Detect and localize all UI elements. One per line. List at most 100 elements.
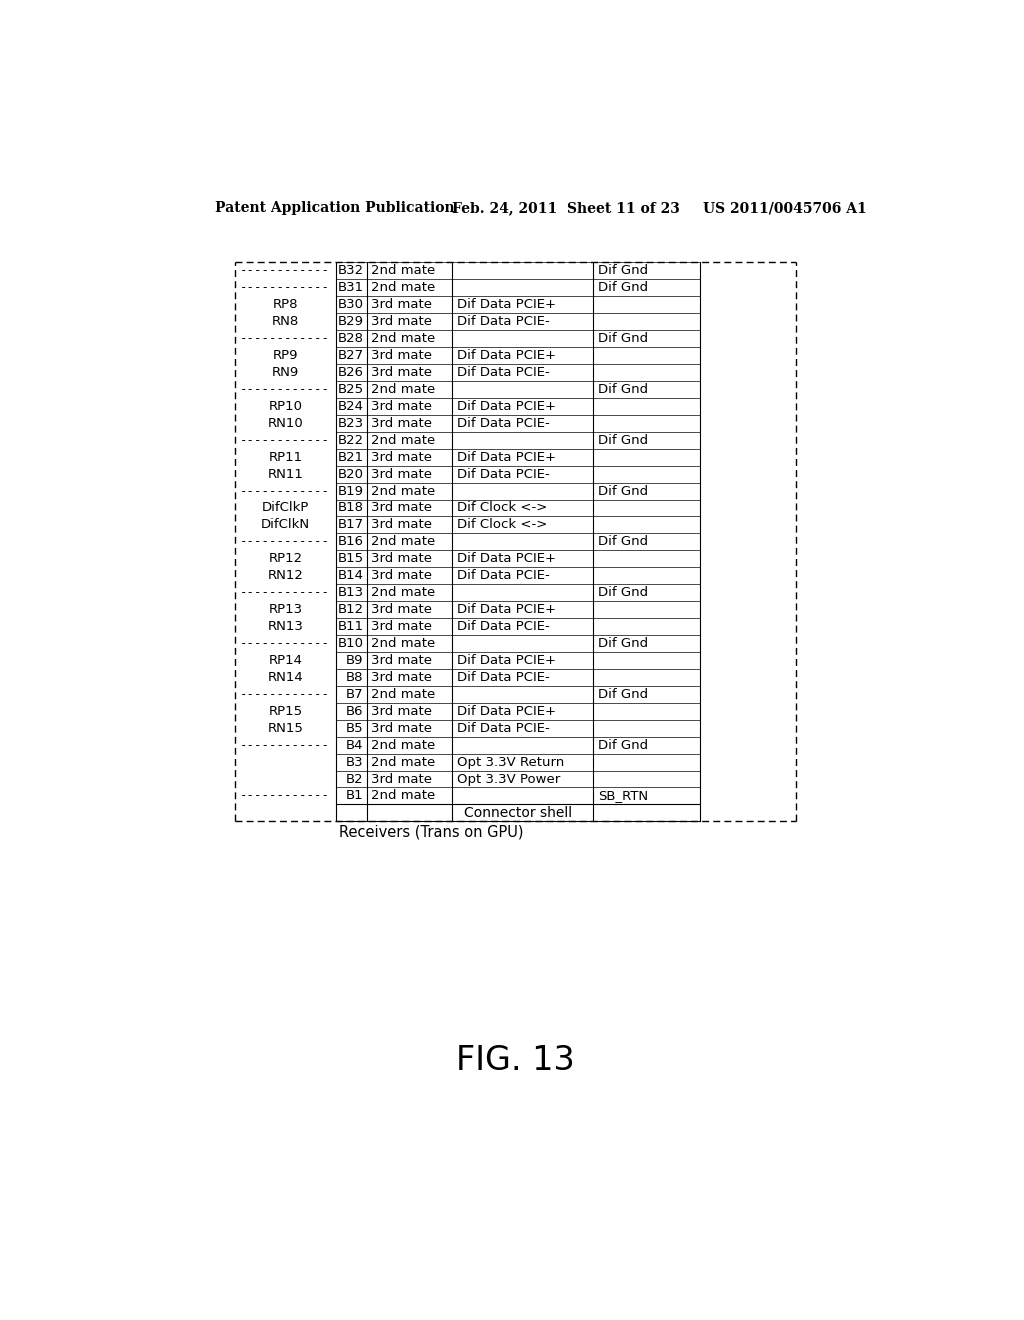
Text: ------------: ------------ [241, 586, 331, 599]
Text: 2nd mate: 2nd mate [371, 383, 435, 396]
Text: Dif Data PCIE+: Dif Data PCIE+ [457, 705, 556, 718]
Text: 2nd mate: 2nd mate [371, 638, 435, 649]
Text: 3rd mate: 3rd mate [371, 772, 431, 785]
Text: 3rd mate: 3rd mate [371, 620, 431, 634]
Text: 3rd mate: 3rd mate [371, 705, 431, 718]
Text: Dif Data PCIE-: Dif Data PCIE- [457, 366, 549, 379]
Text: Dif Data PCIE+: Dif Data PCIE+ [457, 552, 556, 565]
Text: Dif Clock <->: Dif Clock <-> [457, 519, 547, 532]
Text: B25: B25 [338, 383, 364, 396]
Text: RN11: RN11 [267, 467, 303, 480]
Text: B13: B13 [338, 586, 364, 599]
Text: RN9: RN9 [271, 366, 299, 379]
Text: Dif Data PCIE+: Dif Data PCIE+ [457, 298, 556, 312]
Text: 3rd mate: 3rd mate [371, 569, 431, 582]
Text: Dif Gnd: Dif Gnd [598, 281, 648, 294]
Text: ------------: ------------ [241, 789, 331, 803]
Text: B16: B16 [338, 536, 364, 548]
Text: ------------: ------------ [241, 434, 331, 446]
Text: ------------: ------------ [241, 383, 331, 396]
Text: Connector shell: Connector shell [464, 807, 571, 820]
Text: 2nd mate: 2nd mate [371, 586, 435, 599]
Text: ------------: ------------ [241, 484, 331, 498]
Text: 2nd mate: 2nd mate [371, 789, 435, 803]
Text: B22: B22 [338, 434, 364, 446]
Text: B4: B4 [346, 739, 364, 751]
Text: Dif Gnd: Dif Gnd [598, 688, 648, 701]
Text: RN14: RN14 [267, 671, 303, 684]
Text: B17: B17 [338, 519, 364, 532]
Text: 2nd mate: 2nd mate [371, 484, 435, 498]
Text: 3rd mate: 3rd mate [371, 502, 431, 515]
Text: ------------: ------------ [241, 281, 331, 294]
Text: Dif Gnd: Dif Gnd [598, 484, 648, 498]
Text: 3rd mate: 3rd mate [371, 722, 431, 735]
Text: B27: B27 [338, 348, 364, 362]
Text: Dif Data PCIE+: Dif Data PCIE+ [457, 653, 556, 667]
Text: B7: B7 [346, 688, 364, 701]
Text: Dif Data PCIE-: Dif Data PCIE- [457, 569, 549, 582]
Text: B24: B24 [338, 400, 364, 413]
Text: Dif Data PCIE+: Dif Data PCIE+ [457, 400, 556, 413]
Text: ------------: ------------ [241, 264, 331, 277]
Text: B28: B28 [338, 333, 364, 345]
Text: B31: B31 [338, 281, 364, 294]
Text: 3rd mate: 3rd mate [371, 519, 431, 532]
Text: DifClkN: DifClkN [261, 519, 310, 532]
Text: B12: B12 [338, 603, 364, 616]
Text: B11: B11 [338, 620, 364, 634]
Text: B19: B19 [338, 484, 364, 498]
Text: 3rd mate: 3rd mate [371, 653, 431, 667]
Text: 3rd mate: 3rd mate [371, 348, 431, 362]
Text: Dif Data PCIE-: Dif Data PCIE- [457, 671, 549, 684]
Text: B2: B2 [346, 772, 364, 785]
Text: Dif Data PCIE-: Dif Data PCIE- [457, 417, 549, 430]
Text: ------------: ------------ [241, 333, 331, 345]
Text: ------------: ------------ [241, 688, 331, 701]
Text: 3rd mate: 3rd mate [371, 450, 431, 463]
Text: RP9: RP9 [272, 348, 298, 362]
Text: US 2011/0045706 A1: US 2011/0045706 A1 [703, 202, 866, 215]
Text: B3: B3 [346, 755, 364, 768]
Text: Dif Data PCIE-: Dif Data PCIE- [457, 620, 549, 634]
Text: Dif Data PCIE-: Dif Data PCIE- [457, 315, 549, 329]
Text: RP10: RP10 [268, 400, 302, 413]
Text: 2nd mate: 2nd mate [371, 755, 435, 768]
Text: B10: B10 [338, 638, 364, 649]
Text: 3rd mate: 3rd mate [371, 315, 431, 329]
Text: Dif Data PCIE+: Dif Data PCIE+ [457, 603, 556, 616]
Text: 3rd mate: 3rd mate [371, 467, 431, 480]
Text: 2nd mate: 2nd mate [371, 333, 435, 345]
Text: RN15: RN15 [267, 722, 303, 735]
Text: Dif Gnd: Dif Gnd [598, 536, 648, 548]
Text: Opt 3.3V Power: Opt 3.3V Power [457, 772, 560, 785]
Text: RN8: RN8 [271, 315, 299, 329]
Text: Opt 3.3V Return: Opt 3.3V Return [457, 755, 564, 768]
Text: 3rd mate: 3rd mate [371, 671, 431, 684]
Text: Dif Clock <->: Dif Clock <-> [457, 502, 547, 515]
Text: Dif Gnd: Dif Gnd [598, 739, 648, 751]
Text: 3rd mate: 3rd mate [371, 400, 431, 413]
Text: ------------: ------------ [241, 536, 331, 548]
Text: B21: B21 [338, 450, 364, 463]
Text: B29: B29 [338, 315, 364, 329]
Text: Dif Gnd: Dif Gnd [598, 434, 648, 446]
Text: RP15: RP15 [268, 705, 302, 718]
Text: DifClkP: DifClkP [262, 502, 309, 515]
Text: RN13: RN13 [267, 620, 303, 634]
Text: RP8: RP8 [272, 298, 298, 312]
Text: B6: B6 [346, 705, 364, 718]
Text: Dif Data PCIE-: Dif Data PCIE- [457, 722, 549, 735]
Text: B26: B26 [338, 366, 364, 379]
Text: 3rd mate: 3rd mate [371, 603, 431, 616]
Text: B14: B14 [338, 569, 364, 582]
Text: 2nd mate: 2nd mate [371, 536, 435, 548]
Text: Dif Gnd: Dif Gnd [598, 638, 648, 649]
Text: SB_RTN: SB_RTN [598, 789, 648, 803]
Text: B8: B8 [346, 671, 364, 684]
Text: RP12: RP12 [268, 552, 302, 565]
Text: RP11: RP11 [268, 450, 302, 463]
Text: 3rd mate: 3rd mate [371, 366, 431, 379]
Text: Dif Gnd: Dif Gnd [598, 333, 648, 345]
Text: RP13: RP13 [268, 603, 302, 616]
